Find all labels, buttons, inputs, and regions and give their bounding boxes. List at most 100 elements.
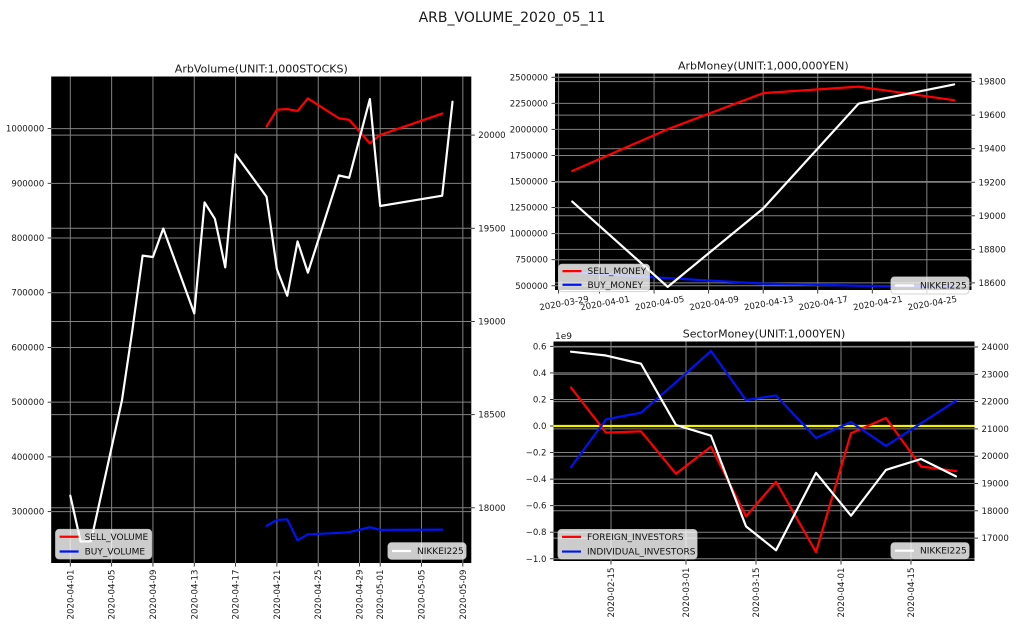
tick-marks	[551, 76, 975, 294]
y-left-label: 750000	[515, 256, 548, 266]
legend-entry-label: NIKKEI225	[920, 282, 967, 292]
x-label: 2020-02-15	[607, 568, 617, 618]
tick-marks	[47, 128, 475, 567]
y-right-label: 19200	[979, 178, 1006, 188]
legend-entry-label: SELL_MONEY	[588, 267, 647, 277]
plot-area	[553, 341, 975, 561]
y-left-label: 0.6	[533, 342, 547, 352]
series-sell-money	[571, 85, 956, 173]
grid	[553, 341, 975, 561]
y-right-label: 19000	[979, 212, 1006, 222]
y-left-label: −0.4	[526, 475, 547, 485]
x-label: 2020-03-15	[752, 568, 762, 618]
y-left-label: 2500000	[510, 73, 548, 83]
legend-box	[890, 276, 970, 295]
x-label: 2020-04-09	[689, 295, 740, 314]
legend-entry-label: SELL_VOLUME	[85, 533, 149, 543]
chart-title: ArbMoney(UNIT:1,000,000YEN)	[678, 60, 849, 73]
legend-box	[890, 542, 970, 560]
chart-arb-volume: 300000 400000 500000 600000 700000 800000 9000…	[6, 63, 506, 620]
x-label: 2020-04-17	[798, 295, 849, 314]
grid	[51, 76, 472, 563]
x-label: 2020-04-15	[907, 568, 917, 618]
y-left-label: 700000	[11, 289, 44, 299]
chart-title: ArbVolume(UNIT:1,000STOCKS)	[175, 63, 348, 76]
y-left-label: 2000000	[510, 125, 548, 135]
figure-title: ARB_VOLUME_2020_05_11	[418, 10, 606, 26]
y-right-label: 20000	[478, 131, 505, 141]
y-left-label: −0.8	[526, 528, 547, 538]
y-right-label: 19600	[979, 111, 1006, 121]
y-left-label: −1.0	[526, 555, 547, 565]
y-right-label: 21000	[982, 425, 1009, 435]
x-label: 2020-04-21	[273, 570, 283, 620]
series-foreign-investors	[569, 386, 958, 554]
chart-title: SectorMoney(UNIT:1,000YEN)	[683, 328, 846, 341]
x-label: 2020-04-25	[314, 570, 324, 620]
y-left-label: 500000	[515, 282, 548, 292]
legend: SELL_MONEY BUY_MONEY	[558, 263, 650, 293]
y-left-label: −0.6	[526, 502, 547, 512]
chart-sector-money: 0.6 0.4 0.2 0.0 −0.2 −0.4 −0.6 −0.8 −1.0 17000 180…	[526, 328, 1009, 618]
axis-offset-label: 1e9	[555, 332, 572, 342]
legend-entry-label: FOREIGN_INVESTORS	[587, 533, 684, 543]
y-left-label: 0.4	[533, 369, 547, 379]
y-right-label: 17000	[982, 534, 1009, 544]
x-label: 2020-04-05	[108, 570, 118, 620]
y-right-label: 19000	[478, 317, 505, 327]
series-nikkei225	[571, 83, 956, 288]
y-left-label: 2250000	[510, 99, 548, 109]
legend-entry-label: NIKKEI225	[920, 547, 967, 557]
y-left-label: 800000	[11, 234, 44, 244]
x-label: 2020-03-01	[682, 568, 692, 618]
y-right-label: 23000	[982, 370, 1009, 380]
y-right-label: 19800	[979, 78, 1006, 88]
y-left-label: 600000	[11, 343, 44, 353]
y-right-label: 18000	[982, 507, 1009, 517]
legend: SELL_VOLUME BUY_VOLUME	[55, 528, 153, 560]
x-label: 2020-04-01	[837, 568, 847, 618]
y-right-label: 19500	[478, 224, 505, 234]
y-right-label: 22000	[982, 398, 1009, 408]
legend: FOREIGN_INVESTORS INDIVIDUAL_INVESTORS	[557, 529, 698, 560]
legend-entry-label: BUY_MONEY	[588, 281, 644, 291]
y-right-label: 20000	[982, 452, 1009, 462]
legend-entry-label: NIKKEI225	[417, 547, 464, 557]
legend-box	[55, 528, 153, 560]
legend: NIKKEI225	[890, 276, 970, 295]
y-right-label: 18000	[478, 504, 505, 514]
y-right-label: 19400	[979, 145, 1006, 155]
series-buy-volume	[265, 518, 444, 542]
x-label: 2020-04-25	[907, 295, 958, 314]
x-label: 2020-05-05	[418, 570, 428, 620]
y-right-label: 24000	[982, 343, 1009, 353]
y-left-label: 1500000	[510, 178, 548, 188]
y-left-label: 900000	[11, 179, 44, 189]
x-label: 2020-04-09	[149, 570, 159, 620]
tick-marks	[550, 345, 978, 565]
legend-box	[387, 542, 467, 560]
y-left-label: 1250000	[510, 204, 548, 214]
x-label: 2020-04-05	[634, 295, 685, 314]
y-right-label: 18800	[979, 245, 1006, 255]
x-label: 2020-04-17	[232, 570, 242, 620]
plot-area	[51, 76, 472, 563]
legend-box	[557, 529, 698, 560]
x-label: 2020-04-29	[356, 570, 366, 620]
x-label: 2020-04-13	[743, 295, 794, 314]
x-label: 2020-05-09	[459, 570, 469, 620]
y-left-label: −0.2	[526, 449, 547, 459]
legend: NIKKEI225	[387, 542, 467, 560]
grid	[555, 73, 972, 290]
x-label: 2020-04-21	[852, 295, 903, 314]
chart-arb-money: 500000 750000 1000000 1250000 1500000 1750000…	[510, 60, 1006, 314]
x-label: 2020-05-01	[376, 570, 386, 620]
series-sell-volume	[265, 97, 444, 145]
y-left-label: 1750000	[510, 151, 548, 161]
legend-entry-label: BUY_VOLUME	[85, 548, 146, 558]
y-right-label: 18600	[979, 279, 1006, 289]
y-right-label: 18500	[478, 411, 505, 421]
y-left-label: 0.0	[533, 422, 547, 432]
